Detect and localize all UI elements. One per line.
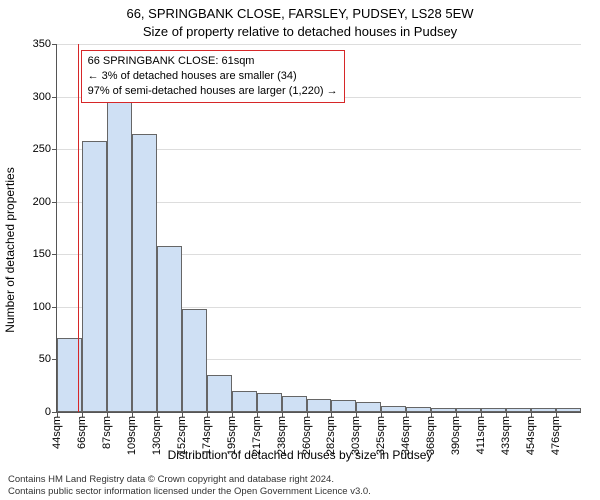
x-tick-label: 303sqm (350, 416, 362, 455)
histogram-bar (107, 97, 132, 412)
histogram-bar (132, 134, 157, 412)
histogram-bar (481, 408, 506, 412)
x-tick-label: 454sqm (525, 416, 537, 455)
histogram-bar (556, 408, 581, 412)
annotation-line-2: 97% of semi-detached houses are larger (… (88, 84, 338, 99)
histogram-bar (431, 408, 456, 412)
histogram-bar (506, 408, 531, 412)
histogram-bar (207, 375, 232, 412)
x-tick-label: 195sqm (226, 416, 238, 455)
x-tick-label: 238sqm (276, 416, 288, 455)
chart-title-main: 66, SPRINGBANK CLOSE, FARSLEY, PUDSEY, L… (0, 6, 600, 21)
property-marker-line (78, 44, 79, 412)
annotation-line-0: 66 SPRINGBANK CLOSE: 61sqm (88, 54, 338, 69)
annotation-line-1: ← 3% of detached houses are smaller (34) (88, 69, 338, 84)
x-tick-label: 476sqm (550, 416, 562, 455)
y-tick-label: 350 (33, 38, 51, 50)
x-tick-label: 174sqm (201, 416, 213, 455)
annotation-box: 66 SPRINGBANK CLOSE: 61sqm← 3% of detach… (81, 50, 345, 103)
footer-line-1: Contains HM Land Registry data © Crown c… (8, 474, 592, 486)
histogram-bar (531, 408, 556, 412)
histogram-bar (232, 391, 257, 412)
footer-text: Contains HM Land Registry data © Crown c… (8, 474, 592, 498)
histogram-bar (406, 407, 431, 412)
y-tick-label: 100 (33, 301, 51, 313)
x-tick-label: 433sqm (500, 416, 512, 455)
histogram-bar (331, 400, 356, 412)
x-tick-label: 260sqm (301, 416, 313, 455)
x-tick-label: 130sqm (151, 416, 163, 455)
y-tick-label: 150 (33, 248, 51, 260)
y-axis-label: Number of detached properties (3, 167, 17, 332)
x-tick-label: 411sqm (475, 416, 487, 454)
histogram-bar (157, 246, 182, 412)
x-tick-label: 282sqm (325, 416, 337, 455)
x-tick-label: 87sqm (101, 416, 113, 449)
y-tick-label: 200 (33, 196, 51, 208)
histogram-bar (356, 402, 381, 413)
histogram-bar (182, 309, 207, 412)
x-tick-label: 152sqm (176, 416, 188, 455)
chart-container: 66, SPRINGBANK CLOSE, FARSLEY, PUDSEY, L… (0, 0, 600, 500)
histogram-bar (456, 408, 481, 412)
x-tick-label: 346sqm (400, 416, 412, 455)
x-tick-label: 217sqm (251, 416, 263, 455)
histogram-bar (257, 393, 282, 412)
y-tick-label: 300 (33, 91, 51, 103)
x-tick-label: 44sqm (51, 416, 63, 449)
footer-line-2: Contains public sector information licen… (8, 486, 592, 498)
histogram-bar (307, 399, 332, 412)
x-tick-label: 325sqm (375, 416, 387, 455)
x-tick-label: 109sqm (126, 416, 138, 455)
histogram-bar (82, 141, 107, 412)
y-tick-label: 250 (33, 143, 51, 155)
x-tick-label: 368sqm (425, 416, 437, 455)
chart-title-sub: Size of property relative to detached ho… (0, 24, 600, 39)
plot-area: 05010015020025030035044sqm66sqm87sqm109s… (56, 44, 581, 413)
y-tick-label: 50 (39, 353, 51, 365)
histogram-bar (282, 396, 307, 412)
histogram-bar (381, 406, 406, 412)
x-tick-label: 390sqm (450, 416, 462, 455)
x-tick-label: 66sqm (76, 416, 88, 449)
